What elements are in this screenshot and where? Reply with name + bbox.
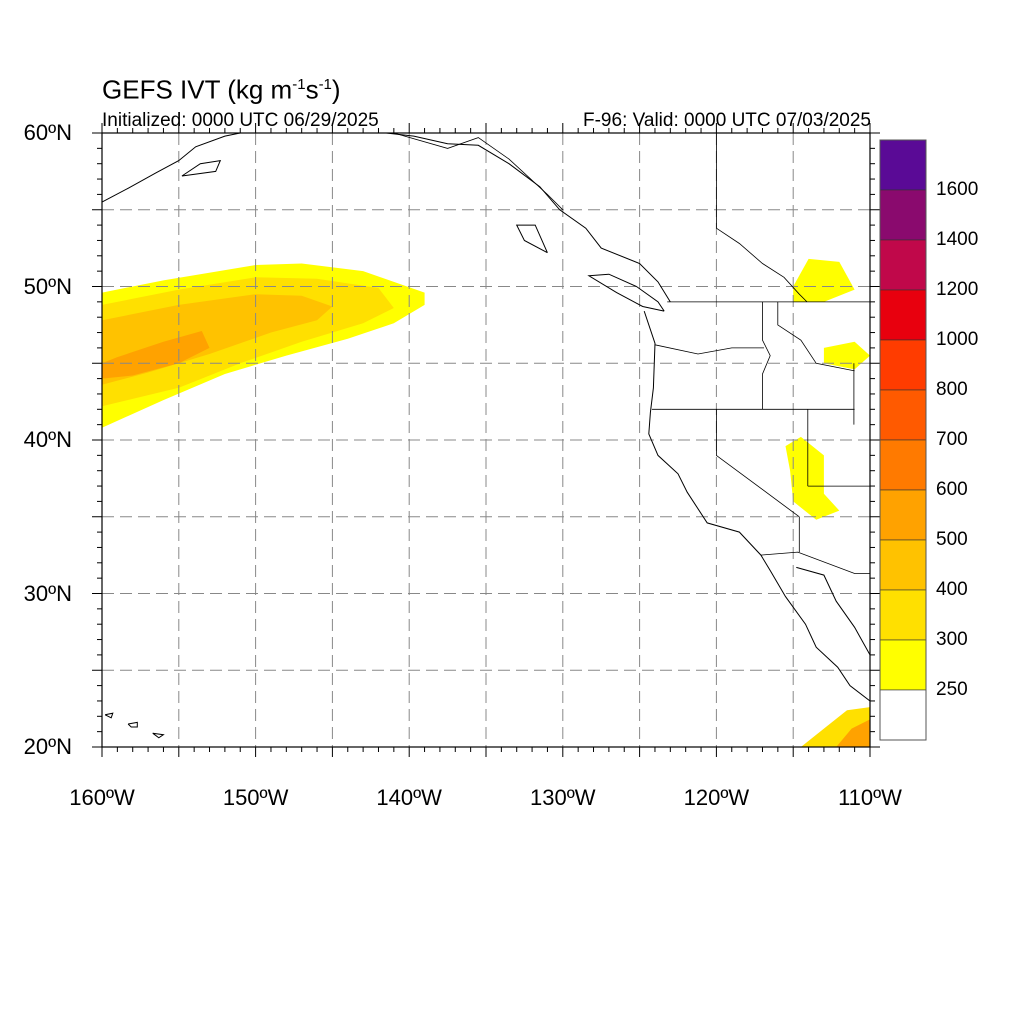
- longitude-label: 150ºW: [222, 785, 289, 810]
- colorbar-swatch: [879, 289, 927, 341]
- latitude-label: 50ºN: [23, 273, 72, 299]
- longitude-label: 130ºW: [530, 785, 596, 810]
- colorbar-swatch: [879, 539, 927, 591]
- colorbar-frame: [879, 139, 927, 741]
- bc-alberta-border: [716, 133, 808, 303]
- colorbar-label: 800: [936, 379, 968, 400]
- colorbar-swatch: [879, 139, 927, 191]
- id-west-border: [762, 301, 771, 410]
- axis-ticks: [92, 123, 880, 757]
- coastline-alaska-peninsula: [102, 133, 241, 203]
- colorbar: [879, 139, 927, 741]
- colorbar-label: 250: [936, 679, 968, 700]
- colorbar-label: 300: [936, 629, 968, 650]
- valid-time: F-96: Valid: 0000 UTC 07/03/2025: [583, 110, 871, 131]
- colorbar-swatch: [879, 239, 927, 291]
- coastline-gulf-of-california-east: [796, 566, 870, 656]
- colorbar-swatch: [879, 389, 927, 441]
- coastline-us-west-coast: [643, 310, 870, 702]
- title-mid: s: [305, 74, 319, 105]
- ivt-shading: [102, 258, 870, 747]
- initialized-time: Initialized: 0000 UTC 06/29/2025: [102, 110, 379, 131]
- colorbar-swatch: [879, 639, 927, 691]
- colorbar-swatch: [879, 689, 927, 741]
- colorbar-swatch: [879, 439, 927, 491]
- ivt-region-nw-interior-patch: [793, 258, 855, 302]
- us-mexico-border: [760, 551, 870, 574]
- colorbar-label: 500: [936, 529, 968, 550]
- colorbar-label: 1600: [936, 179, 979, 200]
- ivt-region-montana-patch: [823, 341, 870, 370]
- map-gridlines: [102, 133, 870, 747]
- latitude-label: 60ºN: [23, 120, 72, 145]
- coastline-haida-gwaii: [515, 224, 548, 254]
- latitude-label: 40ºN: [23, 427, 72, 452]
- id-mt-border: [777, 301, 855, 372]
- title-superscript-2: -1: [318, 76, 332, 93]
- ivt-region-great-basin-patch: [785, 436, 840, 520]
- colorbar-label: 700: [936, 429, 968, 450]
- title-prefix: GEFS IVT (kg m: [102, 74, 293, 105]
- colorbar-label: 1400: [936, 229, 979, 250]
- title-superscript-1: -1: [292, 76, 306, 93]
- chart-title: GEFS IVT (kg m-1s-1): [102, 70, 341, 105]
- alaska-canada-border: [393, 133, 564, 211]
- colorbar-label: 1200: [936, 279, 979, 300]
- longitude-label: 160ºW: [69, 785, 135, 810]
- colorbar-swatch: [879, 189, 927, 241]
- coastlines: [102, 133, 870, 747]
- ivt-region-pacific-ar-500: [102, 331, 210, 379]
- wa-or-border: [654, 344, 764, 355]
- longitude-label: 120ºW: [683, 785, 750, 810]
- colorbar-label: 600: [936, 479, 968, 500]
- colorbar-swatch: [879, 589, 927, 641]
- colorbar-label: 1000: [936, 329, 979, 350]
- colorbar-swatch: [879, 489, 927, 541]
- ivt-region-mexico-corner-core: [836, 719, 870, 747]
- latitude-label: 30ºN: [23, 580, 72, 606]
- political-borders: [393, 133, 870, 574]
- coastline-hawaii-kauai: [104, 712, 114, 719]
- colorbar-label: 400: [936, 579, 968, 600]
- latitude-label: 20ºN: [23, 734, 72, 759]
- longitude-label: 110ºW: [838, 785, 902, 810]
- ca-nv-border: [716, 409, 800, 518]
- coastline-hawaii-oahu: [127, 721, 138, 728]
- coastline-kodiak-island: [181, 159, 222, 177]
- coastline-bc-alaska-coast: [386, 133, 671, 303]
- coastline-hawaii-big-island: [176, 746, 178, 747]
- longitude-label: 140ºW: [376, 785, 442, 810]
- coastline-hawaii-maui: [152, 732, 165, 739]
- coastline-vancouver-island: [587, 273, 665, 312]
- title-suffix: ): [331, 74, 341, 105]
- colorbar-swatch: [879, 339, 927, 391]
